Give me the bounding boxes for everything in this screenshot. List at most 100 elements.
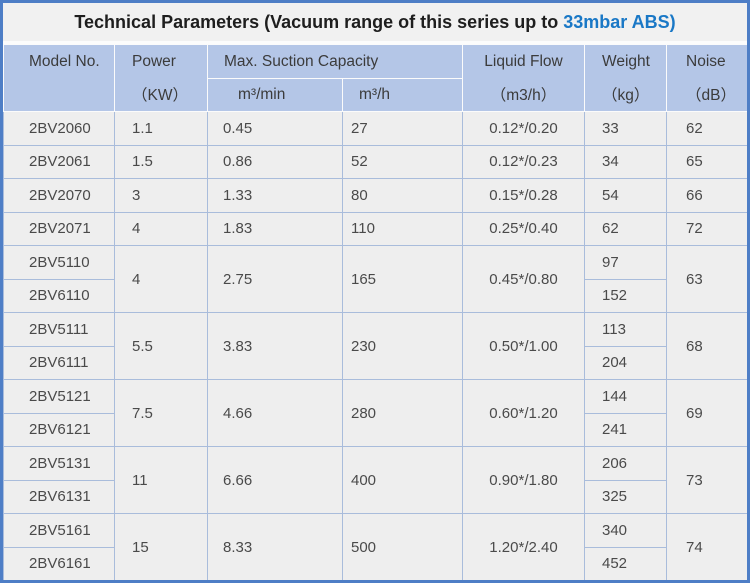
power-cell: 4 — [114, 245, 208, 313]
weight-cell: 113 — [584, 312, 667, 347]
model-cell: 2BV5131 — [3, 446, 115, 481]
noise-cell: 74 — [666, 513, 747, 580]
table-row: 2BV5161 15 8.33 500 1.20*/2.40 340 74 — [3, 513, 747, 580]
header-m3-h: m³/h — [342, 78, 463, 112]
model-cell: 2BV5161 — [3, 513, 115, 548]
power-cell: 15 — [114, 513, 208, 580]
header-max-suction-capacity: Max. Suction Capacity — [207, 44, 463, 79]
suction-m3min-cell: 4.66 — [207, 379, 343, 447]
weight-cell: 325 — [584, 479, 667, 514]
weight-cell: 452 — [584, 546, 667, 580]
table-row: 2BV2070 3 1.33 80 0.15*/0.28 54 66 — [3, 178, 747, 213]
model-cell: 2BV2061 — [3, 144, 115, 179]
model-cell: 2BV6110 — [3, 278, 115, 313]
liquid-flow-cell: 0.90*/1.80 — [462, 446, 585, 514]
liquid-flow-cell: 0.60*/1.20 — [462, 379, 585, 447]
power-cell: 7.5 — [114, 379, 208, 447]
liquid-flow-cell: 0.50*/1.00 — [462, 312, 585, 380]
noise-cell: 63 — [666, 245, 747, 313]
header-model-no: Model No. — [3, 44, 115, 112]
table-row: 2BV6161 452 — [3, 546, 748, 580]
suction-m3h-cell: 110 — [342, 211, 463, 246]
table-row: 2BV2060 1.1 0.45 27 0.12*/0.20 33 62 — [3, 111, 747, 146]
header-liquid-flow: Liquid Flow （m3/h） — [462, 44, 585, 112]
model-cell: 2BV6111 — [3, 345, 115, 380]
table-row: 2BV6131 325 — [3, 479, 748, 514]
model-cell: 2BV5110 — [3, 245, 115, 280]
suction-m3min-cell: 2.75 — [207, 245, 343, 313]
noise-cell: 62 — [666, 111, 747, 146]
table-row: 2BV6111 204 — [3, 345, 748, 380]
suction-m3h-cell: 280 — [342, 379, 463, 447]
title-text: Technical Parameters (Vacuum range of th… — [74, 12, 559, 32]
suction-m3min-cell: 8.33 — [207, 513, 343, 580]
suction-m3h-cell: 80 — [342, 178, 463, 213]
table-row: 2BV6110 152 — [3, 278, 748, 313]
weight-cell: 62 — [584, 211, 667, 246]
power-cell: 4 — [114, 211, 208, 246]
title-highlight: 33mbar ABS) — [563, 12, 676, 32]
header-row-1: Model No. Power （KW） Max. Suction Capaci… — [3, 44, 747, 112]
liquid-flow-cell: 0.12*/0.23 — [462, 144, 585, 179]
power-cell: 3 — [114, 178, 208, 213]
suction-m3min-cell: 0.45 — [207, 111, 343, 146]
weight-cell: 241 — [584, 412, 667, 447]
parameters-table-body: 2BV2060 1.1 0.45 27 0.12*/0.20 33 62 2BV2061 1.5… — [3, 111, 748, 580]
noise-cell: 68 — [666, 312, 747, 380]
table-row: 2BV5111 5.5 3.83 230 0.50*/1.00 113 68 — [3, 312, 747, 380]
table-row: 2BV2061 1.5 0.86 52 0.12*/0.23 34 65 — [3, 144, 747, 179]
weight-cell: 33 — [584, 111, 667, 146]
suction-m3min-cell: 0.86 — [207, 144, 343, 179]
power-cell: 5.5 — [114, 312, 208, 380]
power-cell: 1.5 — [114, 144, 208, 179]
table-row: 2BV5110 4 2.75 165 0.45*/0.80 97 63 — [3, 245, 747, 313]
suction-m3h-cell: 27 — [342, 111, 463, 146]
table-row: 2BV2071 4 1.83 110 0.25*/0.40 62 72 — [3, 211, 747, 246]
noise-cell: 66 — [666, 178, 747, 213]
noise-cell: 73 — [666, 446, 747, 514]
table-row: 2BV5131 11 6.66 400 0.90*/1.80 206 73 — [3, 446, 747, 514]
model-cell: 2BV6121 — [3, 412, 115, 447]
power-cell: 11 — [114, 446, 208, 514]
suction-m3h-cell: 400 — [342, 446, 463, 514]
header-row-2: m³/min m³/h — [4, 78, 748, 112]
model-cell: 2BV5111 — [3, 312, 115, 347]
header-noise: Noise （dB） — [666, 44, 747, 112]
table-header: Model No. Power （KW） Max. Suction Capaci… — [3, 44, 748, 112]
model-cell: 2BV2070 — [3, 178, 115, 213]
table-title: Technical Parameters (Vacuum range of th… — [3, 3, 747, 41]
weight-cell: 204 — [584, 345, 667, 380]
model-cell: 2BV6131 — [3, 479, 115, 514]
noise-cell: 72 — [666, 211, 747, 246]
suction-m3h-cell: 52 — [342, 144, 463, 179]
weight-cell: 206 — [584, 446, 667, 481]
noise-cell: 65 — [666, 144, 747, 179]
liquid-flow-cell: 0.45*/0.80 — [462, 245, 585, 313]
suction-m3min-cell: 6.66 — [207, 446, 343, 514]
suction-m3min-cell: 1.33 — [207, 178, 343, 213]
suction-m3h-cell: 230 — [342, 312, 463, 380]
model-cell: 2BV2060 — [3, 111, 115, 146]
header-weight: Weight （kg） — [584, 44, 667, 112]
suction-m3h-cell: 500 — [342, 513, 463, 580]
header-m3-min: m³/min — [207, 78, 343, 112]
model-cell: 2BV2071 — [3, 211, 115, 246]
model-cell: 2BV6161 — [3, 546, 115, 580]
power-cell: 1.1 — [114, 111, 208, 146]
title-divider — [3, 41, 747, 44]
weight-cell: 97 — [584, 245, 667, 280]
weight-cell: 152 — [584, 278, 667, 313]
table-row: 2BV6121 241 — [3, 412, 748, 447]
suction-m3min-cell: 3.83 — [207, 312, 343, 380]
suction-m3h-cell: 165 — [342, 245, 463, 313]
table-row: 2BV5121 7.5 4.66 280 0.60*/1.20 144 69 — [3, 379, 747, 447]
weight-cell: 144 — [584, 379, 667, 414]
header-power: Power （KW） — [114, 44, 208, 112]
liquid-flow-cell: 1.20*/2.40 — [462, 513, 585, 580]
weight-cell: 54 — [584, 178, 667, 213]
suction-m3min-cell: 1.83 — [207, 211, 343, 246]
model-cell: 2BV5121 — [3, 379, 115, 414]
liquid-flow-cell: 0.25*/0.40 — [462, 211, 585, 246]
liquid-flow-cell: 0.12*/0.20 — [462, 111, 585, 146]
